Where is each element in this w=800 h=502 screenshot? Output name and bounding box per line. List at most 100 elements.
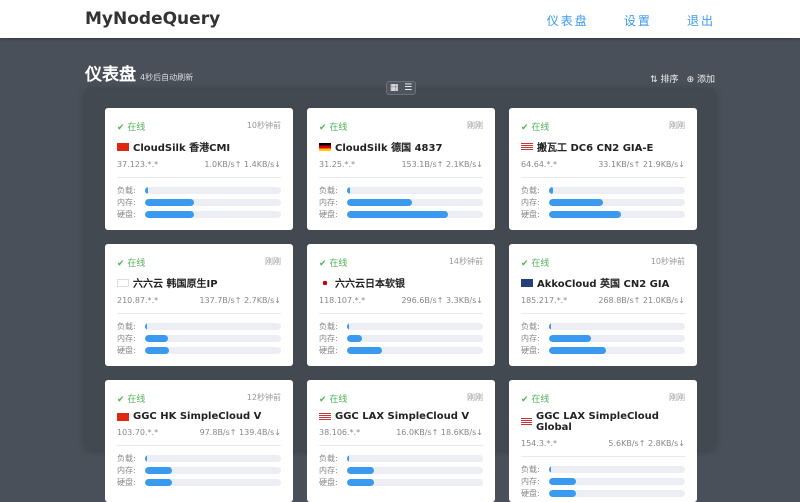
disk-bar	[347, 346, 483, 354]
add-button[interactable]: ⊕ 添加	[686, 75, 715, 85]
node-card[interactable]: ✔ 在线 刚刚 GGC LAX SimpleCloud Global 154.3.…	[509, 380, 697, 502]
disk-label: 硬盘:	[117, 209, 136, 219]
node-card[interactable]: ✔ 在线 刚刚 CloudSilk 德国 4837 31.25.*.* 153.1B…	[307, 108, 495, 230]
disk-label: 硬盘:	[319, 209, 338, 219]
node-card[interactable]: ✔ 在线 10秒钟前 AkkoCloud 英国 CN2 GIA 185.217.*…	[509, 244, 697, 366]
mem-label: 内存:	[521, 197, 540, 207]
node-ip: 38.106.*.*	[319, 428, 361, 437]
disk-bar-fill	[347, 346, 383, 354]
node-ip: 118.107.*.*	[319, 296, 366, 305]
node-card[interactable]: ✔ 在线 刚刚 搬瓦工 DC6 CN2 GIA-E 64.64.*.* 33.1KB…	[509, 108, 697, 230]
refresh-countdown: 4秒后自动刷新	[140, 73, 194, 82]
node-card[interactable]: ✔ 在线 10秒钟前 CloudSilk 香港CMI 37.123.*.* 1.0K…	[105, 108, 293, 230]
mem-bar	[347, 466, 483, 474]
load-row: 负载:	[319, 320, 483, 332]
mem-bar	[145, 466, 281, 474]
load-bar-fill	[549, 186, 554, 194]
mem-label: 内存:	[521, 333, 540, 343]
load-row: 负载:	[117, 320, 281, 332]
disk-bar	[549, 489, 685, 497]
status-online: ✔ 在线	[117, 395, 146, 405]
load-bar	[347, 322, 483, 330]
disk-bar	[549, 210, 685, 218]
node-card[interactable]: ✔ 在线 刚刚 GGC LAX SimpleCloud V 38.106.*.* 1…	[307, 380, 495, 502]
node-traffic: 137.7B/s↑ 2.7KB/s↓	[199, 296, 281, 305]
load-bar-fill	[145, 454, 147, 462]
load-label: 负载:	[319, 453, 338, 463]
load-bar-fill	[347, 322, 349, 330]
disk-label: 硬盘:	[521, 345, 540, 355]
disk-bar-fill	[549, 210, 622, 218]
disk-row: 硬盘:	[117, 476, 281, 488]
flag-icon	[319, 412, 331, 421]
node-traffic: 153.1B/s↑ 2.1KB/s↓	[401, 160, 483, 169]
view-toggle: ▦ ☰	[386, 81, 416, 95]
mem-row: 内存:	[319, 196, 483, 208]
status-online: ✔ 在线	[117, 123, 146, 133]
check-circle-icon: ✔	[319, 123, 327, 133]
node-ip: 37.123.*.*	[117, 160, 159, 169]
load-bar	[145, 186, 281, 194]
load-row: 负载:	[117, 184, 281, 196]
mem-label: 内存:	[117, 465, 136, 475]
list-view-icon[interactable]: ☰	[404, 83, 413, 93]
status-online: ✔ 在线	[521, 259, 550, 269]
node-name: GGC HK SimpleCloud V	[133, 411, 262, 422]
disk-label: 硬盘:	[521, 209, 540, 219]
load-bar-fill	[145, 186, 148, 194]
node-name: 六六云日本软银	[335, 279, 405, 290]
load-row: 负载:	[521, 463, 685, 475]
load-label: 负载:	[521, 321, 540, 331]
flag-icon	[521, 142, 533, 151]
mem-bar-fill	[145, 198, 194, 206]
mem-bar-fill	[145, 466, 173, 474]
mem-label: 内存:	[521, 476, 540, 486]
load-label: 负载:	[319, 185, 338, 195]
last-update: 10秒钟前	[246, 121, 281, 130]
flag-icon	[319, 278, 331, 287]
node-name: CloudSilk 德国 4837	[335, 143, 443, 154]
disk-bar	[549, 346, 685, 354]
node-name: AkkoCloud 英国 CN2 GIA	[537, 279, 670, 290]
disk-bar	[145, 478, 281, 486]
load-bar	[347, 454, 483, 462]
disk-bar-fill	[549, 489, 577, 497]
node-ip: 210.87.*.*	[117, 296, 159, 305]
disk-row: 硬盘:	[117, 208, 281, 220]
mem-bar	[145, 198, 281, 206]
load-bar-fill	[347, 454, 349, 462]
mem-bar	[347, 198, 483, 206]
node-card[interactable]: ✔ 在线 12秒钟前 GGC HK SimpleCloud V 103.70.*.…	[105, 380, 293, 502]
page-title: 仪表盘	[85, 65, 136, 85]
mem-row: 内存:	[117, 196, 281, 208]
mem-bar	[347, 334, 483, 342]
nav-dashboard[interactable]: 仪表盘	[546, 13, 589, 28]
load-row: 负载:	[521, 320, 685, 332]
load-bar-fill	[145, 322, 147, 330]
disk-label: 硬盘:	[319, 345, 338, 355]
mem-label: 内存:	[319, 197, 338, 207]
sort-button[interactable]: ⇅ 排序	[650, 75, 679, 85]
grid-view-icon[interactable]: ▦	[389, 83, 399, 93]
nav-settings[interactable]: 设置	[623, 13, 652, 28]
node-name: 搬瓦工 DC6 CN2 GIA-E	[537, 143, 654, 154]
node-name: CloudSilk 香港CMI	[133, 143, 231, 154]
mem-label: 内存:	[117, 197, 136, 207]
node-card[interactable]: ✔ 在线 刚刚 六六云 韩国原生IP 210.87.*.* 137.7B/s↑ 2.…	[105, 244, 293, 366]
logo[interactable]: MyNodeQuery	[85, 9, 221, 29]
status-online: ✔ 在线	[521, 123, 550, 133]
node-card[interactable]: ✔ 在线 14秒钟前 六六云日本软银 118.107.*.* 296.6B/s↑ 3…	[307, 244, 495, 366]
node-name: GGC LAX SimpleCloud V	[335, 411, 470, 422]
disk-bar-fill	[347, 210, 448, 218]
nav-logout[interactable]: 退出	[686, 13, 715, 28]
node-traffic: 5.6KB/s↑ 2.8KB/s↓	[608, 439, 685, 448]
mem-row: 内存:	[319, 332, 483, 344]
header: MyNodeQuery 仪表盘 设置 退出	[0, 0, 800, 38]
load-row: 负载:	[521, 184, 685, 196]
disk-bar	[145, 210, 281, 218]
mem-row: 内存:	[319, 464, 483, 476]
load-label: 负载:	[319, 321, 338, 331]
mem-label: 内存:	[117, 333, 136, 343]
flag-icon	[117, 142, 129, 151]
check-circle-icon: ✔	[521, 259, 529, 269]
